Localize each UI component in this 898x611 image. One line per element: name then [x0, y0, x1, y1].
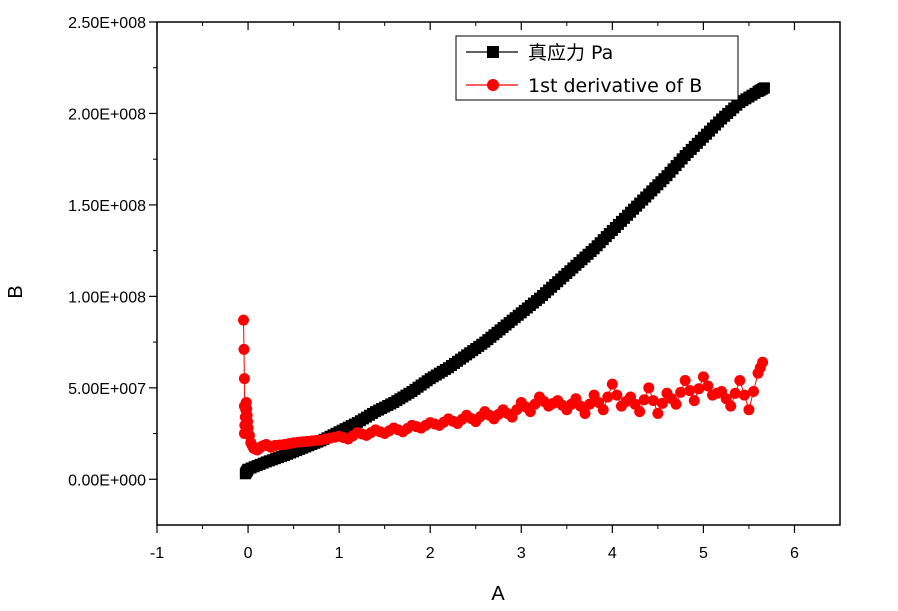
x-tick-label: -1 [150, 545, 164, 562]
data-point-marker [638, 394, 650, 406]
data-point [758, 82, 770, 94]
x-tick-label: 0 [244, 545, 253, 562]
legend-marker-series-1 [487, 46, 499, 58]
x-tick-label: 1 [335, 545, 344, 562]
x-axis-ticks: -1 0 1 2 3 4 5 6 [150, 22, 799, 562]
data-point-marker [684, 385, 696, 397]
data-point-marker [747, 385, 759, 397]
x-tick-label: 6 [790, 545, 799, 562]
legend-marker-series-2 [487, 79, 499, 91]
data-point-marker [738, 389, 750, 401]
series-layer [238, 82, 770, 480]
data-point-marker [584, 398, 596, 410]
data-point [238, 373, 250, 385]
data-point [606, 378, 618, 390]
data-point [757, 356, 769, 368]
y-tick-label: 2.00E+008 [68, 106, 146, 123]
series-1 [239, 82, 770, 480]
data-point-marker [611, 389, 623, 401]
data-point [238, 314, 250, 326]
y-tick-label: 1.50E+008 [68, 198, 146, 215]
legend: 真应力 Pa 1st derivative of B [455, 35, 739, 101]
data-point [725, 400, 737, 412]
x-tick-label: 5 [699, 545, 708, 562]
legend-box [455, 35, 739, 101]
data-point-marker [702, 380, 714, 392]
data-point [597, 404, 609, 416]
data-point [734, 375, 746, 387]
data-point [688, 395, 700, 407]
x-tick-label: 3 [517, 545, 526, 562]
data-point-marker [238, 343, 250, 355]
y-tick-label: 0.00E+000 [68, 472, 146, 489]
data-point [679, 375, 691, 387]
data-point [670, 398, 682, 410]
data-point-marker [602, 391, 614, 403]
y-axis-title: B [5, 285, 27, 298]
data-point [743, 404, 755, 416]
legend-label-series-2: 1st derivative of B [528, 75, 702, 97]
legend-label-series-1: 真应力 Pa [528, 42, 613, 64]
data-point-marker [729, 387, 741, 399]
data-point [697, 371, 709, 383]
x-tick-label: 2 [426, 545, 435, 562]
data-point-marker [656, 397, 668, 409]
data-point-marker [675, 386, 687, 398]
data-point [634, 406, 646, 418]
x-tick-label: 4 [608, 545, 617, 562]
series-2 [238, 314, 769, 456]
y-axis-ticks: 0.00E+000 5.00E+007 1.00E+008 1.50E+008 2.00… [68, 15, 157, 489]
x-axis-title: A [491, 583, 505, 605]
y-tick-label: 2.50E+008 [68, 15, 146, 32]
y-tick-label: 5.00E+007 [68, 381, 146, 398]
plot-frame [156, 21, 841, 526]
data-point [643, 382, 655, 394]
data-point-marker [693, 383, 705, 395]
data-point-marker [647, 395, 659, 407]
data-point [579, 407, 591, 419]
data-point [652, 407, 664, 419]
y-tick-label: 1.00E+008 [68, 289, 146, 306]
